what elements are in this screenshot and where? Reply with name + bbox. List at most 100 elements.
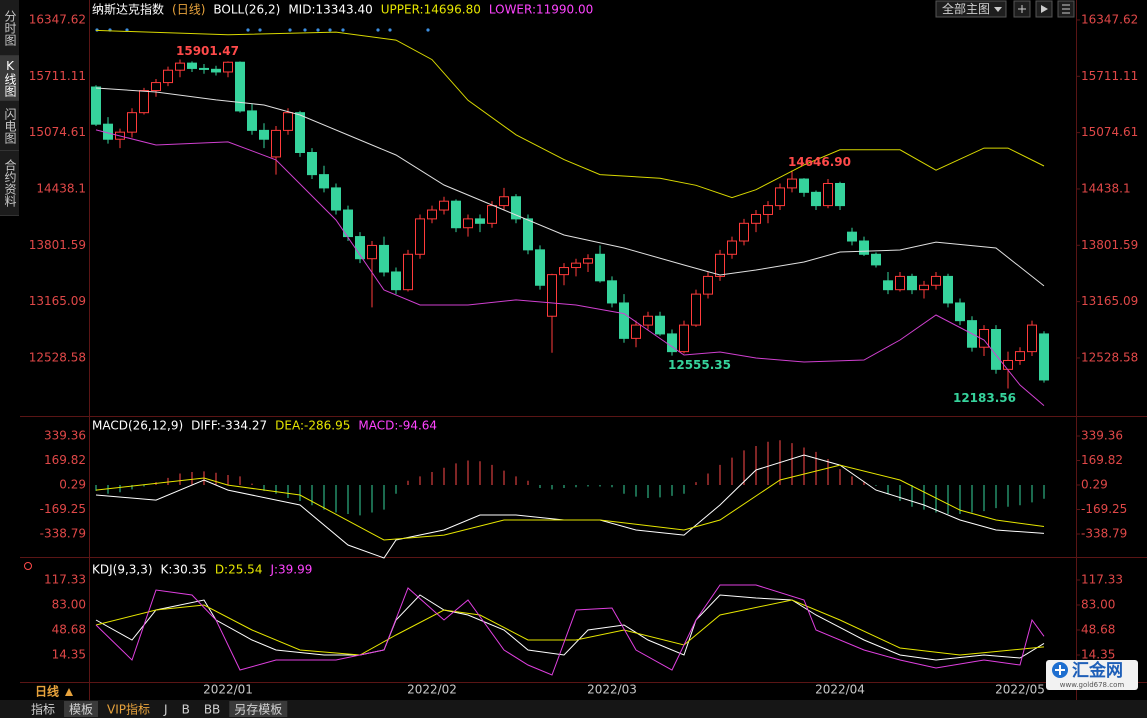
bottom-tab[interactable]: 指标	[31, 702, 55, 717]
candle-body	[763, 205, 773, 215]
candle-body	[703, 275, 713, 295]
panel-label: D:25.54	[215, 563, 263, 577]
bottom-tab-bg[interactable]	[198, 701, 226, 717]
candle-body	[91, 86, 101, 125]
date-label: 2022/04	[815, 683, 865, 697]
candle-body	[415, 218, 425, 255]
y-tick-label: 83.00	[52, 598, 86, 612]
date-label: 2022/03	[587, 683, 637, 697]
indicator-line	[95, 129, 1045, 406]
candle-body	[979, 329, 989, 348]
y-tick-label: 0.29	[59, 478, 86, 492]
candle-body	[499, 196, 509, 207]
y-tick-label-right: 14438.1	[1081, 181, 1131, 195]
y-tick-label-right: 12528.58	[1081, 350, 1138, 364]
candle-body	[919, 284, 929, 291]
candle-body	[199, 67, 209, 70]
candle-body	[751, 213, 761, 224]
side-tab[interactable]: 闪电图	[0, 101, 19, 151]
candle-body	[427, 209, 437, 220]
y-tick-label: 14438.1	[36, 181, 86, 195]
y-tick-label: 15711.11	[29, 69, 86, 83]
y-tick-label: 14.35	[52, 648, 86, 662]
panel-label: LOWER:11990.00	[489, 3, 593, 17]
candle-body	[235, 61, 245, 112]
candle-body	[787, 178, 797, 189]
period-button[interactable]: 日线	[35, 684, 59, 699]
y-tick-label: 12528.58	[29, 350, 86, 364]
y-tick-label-right: -338.79	[1081, 527, 1127, 541]
bottom-tab[interactable]: J	[163, 703, 168, 717]
candle-body	[307, 152, 317, 176]
candle-body	[139, 90, 149, 114]
panel-label: KDJ(9,3,3)	[92, 563, 153, 577]
logo-box	[1046, 660, 1138, 690]
candle-body	[127, 112, 137, 133]
y-tick-label: 117.33	[44, 573, 86, 587]
bottom-tab-bg[interactable]	[26, 701, 61, 717]
bottom-tab[interactable]: 模板	[69, 703, 93, 717]
panel-label: DIFF:-334.27	[191, 419, 267, 433]
y-tick-label: -169.25	[40, 502, 86, 516]
logo-url: www.gold678.com	[1060, 681, 1125, 689]
candle-body	[1039, 333, 1049, 381]
select-label[interactable]: 全部主图	[942, 1, 990, 16]
candle-body	[319, 174, 329, 189]
bottom-tab-bg[interactable]	[229, 701, 288, 717]
bottom-tab[interactable]: VIP指标	[107, 702, 150, 717]
bottom-tab-bg[interactable]	[159, 701, 173, 717]
select-arrow	[994, 7, 1002, 12]
candle-body	[187, 62, 197, 69]
bottom-tab-bg[interactable]	[176, 701, 195, 717]
bottom-tab-bg[interactable]	[64, 701, 99, 717]
logo-name: 汇金网	[1072, 660, 1123, 681]
bottom-tab-bg[interactable]	[102, 701, 156, 717]
date-label: 2022/05	[995, 683, 1045, 697]
low-label: 12555.35	[668, 358, 731, 372]
bottom-tabs: 指标 模板 VIP指标 J B BB 另存模板	[26, 701, 288, 717]
signal-dot	[125, 28, 129, 32]
candle-body	[295, 112, 305, 154]
candle-body	[943, 275, 953, 304]
y-tick-label: 48.68	[52, 623, 86, 637]
side-tab[interactable]: 合约资料	[0, 151, 19, 216]
candle-body	[223, 61, 233, 73]
candle-body	[811, 191, 821, 207]
bottom-tab[interactable]: BB	[204, 703, 220, 717]
frame	[20, 0, 1147, 700]
indicator-line	[95, 599, 1045, 656]
indicator-line	[95, 87, 1045, 287]
signal-dot	[341, 28, 345, 32]
y-tick-label-right: 14.35	[1081, 648, 1115, 662]
candle-body	[547, 274, 557, 317]
candle-body	[403, 253, 413, 291]
candle-body	[259, 129, 269, 140]
y-tick-label: 169.82	[44, 453, 86, 467]
candle-body	[331, 187, 341, 211]
y-tick-label-right: 339.36	[1081, 429, 1123, 443]
candle-body	[367, 244, 377, 260]
y-tick-label-right: 15711.11	[1081, 69, 1138, 83]
y-tick-label: 13801.59	[29, 238, 86, 252]
candle-body	[931, 275, 941, 286]
select-box[interactable]	[935, 0, 1007, 18]
side-tab[interactable]: K线图	[0, 56, 19, 101]
side-tab[interactable]: 分时图	[0, 0, 19, 56]
bottom-tab[interactable]: B	[182, 703, 190, 717]
candle-body	[439, 200, 449, 211]
candle-body	[283, 112, 293, 131]
panel-label: 纳斯达克指数	[92, 2, 164, 17]
candle-body	[895, 275, 905, 291]
candle-body	[175, 62, 185, 71]
bottom-tab[interactable]: 另存模板	[234, 703, 282, 717]
panel-label: BOLL(26,2)	[213, 3, 280, 17]
candle-body	[211, 68, 221, 73]
panel-label: UPPER:14696.80	[381, 3, 481, 17]
candle-body	[583, 258, 593, 264]
y-tick-label-right: 48.68	[1081, 623, 1115, 637]
y-tick-label-right: 15074.61	[1081, 125, 1138, 139]
candle-body	[559, 267, 569, 276]
signal-dot	[388, 28, 392, 32]
candle-body	[163, 69, 173, 84]
